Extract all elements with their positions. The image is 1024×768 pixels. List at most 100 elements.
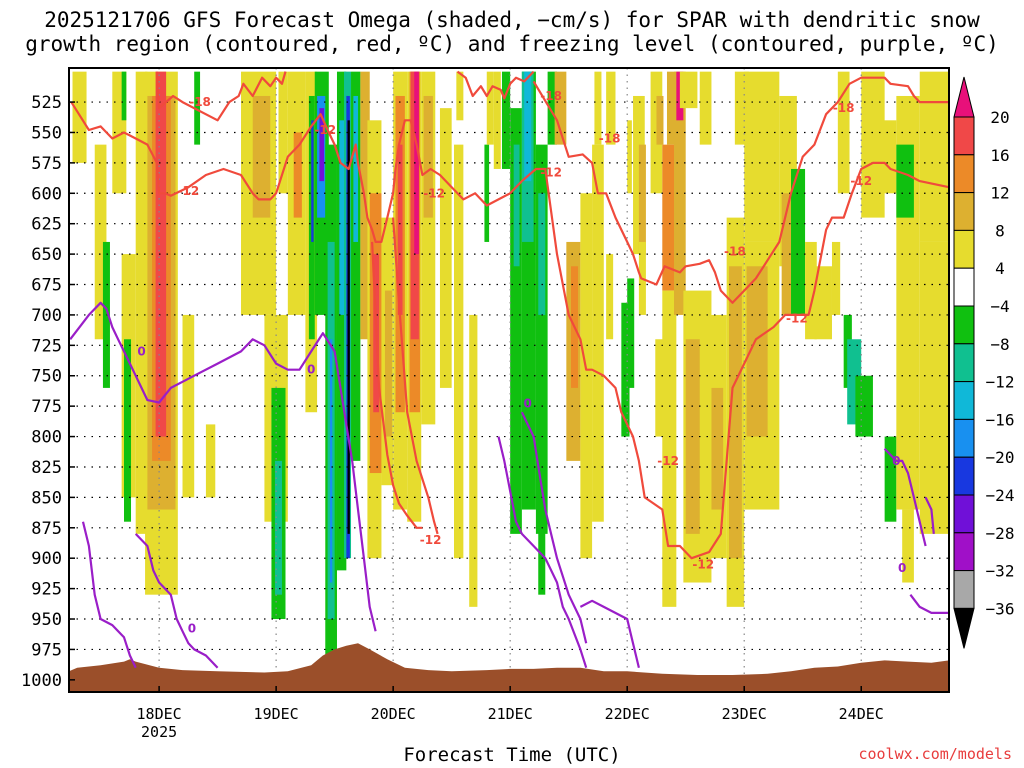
omega-cell [744,71,780,242]
y-tick-label: 700 [31,306,62,326]
omega-cell [510,108,522,534]
y-tick-label: 850 [31,488,62,508]
colorbar-label: −8 [990,335,1009,354]
freezing-contour-line [520,411,588,644]
omega-cell [155,71,167,437]
omega-cell [746,266,768,437]
contour-label: -12 [540,166,562,180]
freezing-contour-line [81,521,137,669]
omega-cell [656,95,664,145]
contour-label: 0 [137,344,145,358]
freezing-contour-line [883,447,927,547]
omega-cell [638,144,646,255]
colorbar-swatch [953,305,975,345]
omega-cell [329,339,333,583]
contour-label: 0 [892,454,900,468]
omega-cell [837,71,850,194]
omega-cell [469,314,478,607]
omega-cell [919,71,949,242]
omega-cell [805,241,817,340]
contour-label: -12 [692,557,714,571]
chart-title-line1: 2025121706 GFS Forecast Omega (shaded, −… [44,8,980,32]
omega-cell [384,290,392,437]
x-tick-label: 21DEC [488,705,533,723]
freezing-contour-line [924,496,935,535]
colorbar-swatch [953,343,975,383]
omega-cell [606,254,614,340]
omega-cell [121,71,127,121]
omega-cell [397,144,403,315]
freezing-contour-line [134,533,219,669]
omega-cell [423,95,433,218]
omega-cell [513,144,520,267]
omega-cell [347,120,350,534]
colorbar-label: 4 [995,259,1005,278]
y-tick-label: 550 [31,123,62,143]
colorbar-label: 16 [990,146,1009,165]
omega-cell [662,290,677,607]
omega-cell [781,193,794,315]
plot-frame [68,67,950,693]
x-tick-sublabel: 2025 [141,723,177,741]
contour-label: -18 [540,89,562,103]
contour-label: -18 [189,95,211,109]
y-tick-label: 900 [31,549,62,569]
omega-cell [484,144,490,242]
snow-contour-line [371,241,423,529]
colorbar-swatch [953,267,975,307]
y-tick-label: 575 [31,154,62,174]
freezing-contour-line [497,436,588,669]
omega-cell [606,71,616,145]
y-tick-label: 775 [31,397,62,417]
colorbar-swatch [953,229,975,269]
colorbar-swatch [953,116,975,156]
omega-cell [554,71,567,145]
colorbar-swatch [953,532,975,572]
x-tick-label: 19DEC [254,705,299,723]
snow-growth-contours [70,70,950,560]
freezing-contour-line [579,599,640,668]
contour-label: -12 [314,123,336,137]
contour-label: -12 [420,533,442,547]
colorbar-bottom-arrow [953,607,975,649]
omega-cell [339,120,344,315]
omega-cell [439,108,452,388]
contour-label: -12 [786,312,808,326]
contour-label: -12 [657,454,679,468]
x-tick-label: 20DEC [371,705,416,723]
omega-cell [831,241,841,315]
y-tick-label: 650 [31,245,62,265]
snow-contour-line [456,70,535,100]
omega-cell [666,71,677,145]
omega-cell [454,144,464,559]
omega-cell [72,71,87,163]
omega-cell [274,460,282,595]
omega-cell [135,71,148,534]
omega-cell [662,144,677,291]
colorbar-label: −20 [986,448,1015,467]
x-tick-label: 22DEC [605,705,650,723]
omega-cell [336,71,347,571]
y-tick-label: 800 [31,428,62,448]
snow-contour-line [392,217,439,535]
omega-cell [699,71,712,145]
y-tick-label: 1000 [21,671,62,691]
colorbar-swatch [953,456,975,496]
grid-lines [69,68,949,692]
omega-cell [729,266,742,559]
colorbar-label: −4 [990,297,1009,316]
colorbar-label: 12 [990,184,1009,203]
omega-cell [594,71,602,145]
omega-cell [679,71,698,109]
omega-cell [311,120,314,242]
y-tick-label: 975 [31,640,62,660]
y-tick-label: 625 [31,215,62,235]
omega-cell [124,339,132,522]
omega-cell [182,314,195,498]
omega-shading [72,71,949,656]
y-tick-label: 525 [31,93,62,113]
omega-cell [878,120,897,194]
omega-cell [456,71,464,121]
credit-text: coolwx.com/models [858,745,1012,763]
